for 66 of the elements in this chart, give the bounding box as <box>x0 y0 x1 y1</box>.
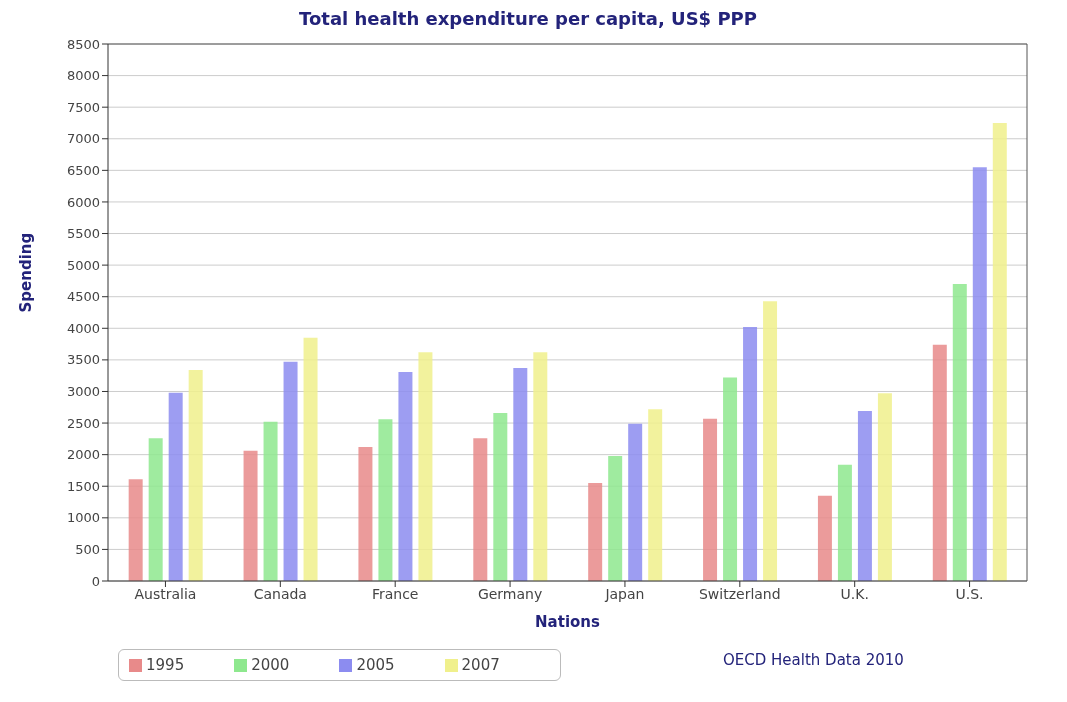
y-tick-label: 3000 <box>66 384 100 400</box>
bar <box>837 464 852 581</box>
bar <box>128 479 143 581</box>
bar <box>608 455 623 581</box>
y-tick-label: 2500 <box>66 415 100 431</box>
y-tick-label: 5000 <box>66 257 100 273</box>
y-tick-label: 3500 <box>66 352 100 368</box>
bar <box>932 344 947 581</box>
bar <box>418 352 433 581</box>
bar <box>513 368 528 581</box>
bar <box>168 392 183 581</box>
bar <box>398 371 413 581</box>
y-tick-label: 6500 <box>66 162 100 178</box>
bar <box>857 411 872 581</box>
y-tick-label: 1500 <box>66 478 100 494</box>
bar <box>703 418 718 581</box>
bar <box>263 421 278 581</box>
y-tick-label: 6000 <box>66 194 100 210</box>
bar <box>283 361 298 581</box>
bar <box>378 419 393 581</box>
bar <box>952 284 967 581</box>
bar <box>743 327 758 581</box>
bar <box>493 412 508 581</box>
legend-label: 1995 <box>146 656 185 674</box>
legend-label: 2005 <box>356 656 395 674</box>
y-tick-label: 7000 <box>66 131 100 147</box>
y-tick-label: 4500 <box>66 289 100 305</box>
x-tick-label: Australia <box>134 585 197 602</box>
x-tick-label: Canada <box>253 585 307 602</box>
bar <box>723 377 738 581</box>
x-tick-label: U.S. <box>955 585 984 602</box>
y-tick-label: 1000 <box>66 510 100 526</box>
x-tick-label: U.K. <box>840 585 869 602</box>
bar <box>533 352 548 581</box>
bar <box>243 450 258 581</box>
y-tick-label: 2000 <box>66 447 100 463</box>
text: OECD Health Data 2010 <box>723 651 904 669</box>
x-tick-label: France <box>371 585 419 602</box>
bar <box>473 438 488 581</box>
bar <box>148 438 163 581</box>
y-axis-title: Spending <box>17 232 36 313</box>
legend-label: 2007 <box>461 656 500 674</box>
x-tick-label: Germany <box>477 585 543 602</box>
y-tick-label: 8000 <box>66 68 100 84</box>
bar <box>303 337 318 581</box>
y-tick-label: 8500 <box>66 36 100 52</box>
bar <box>628 423 643 581</box>
bar <box>972 167 987 581</box>
y-tick-label: 500 <box>75 542 100 558</box>
bar <box>358 447 373 581</box>
bar <box>588 483 603 581</box>
legend-label: 2000 <box>251 656 290 674</box>
bar <box>992 122 1007 581</box>
bar <box>648 409 663 581</box>
x-tick-label: Switzerland <box>698 585 781 602</box>
y-tick-label: 0 <box>91 573 100 589</box>
bar <box>817 495 832 581</box>
chart-title: Total health expenditure per capita, US$ PPP <box>298 8 758 29</box>
x-tick-label: Japan <box>604 585 645 602</box>
y-tick-label: 5500 <box>66 226 100 242</box>
bar <box>763 301 778 581</box>
x-axis-title: Nations <box>535 613 601 631</box>
y-tick-label: 4000 <box>66 320 100 336</box>
bar <box>877 393 892 581</box>
bar <box>188 369 203 581</box>
y-tick-label: 7500 <box>66 99 100 115</box>
